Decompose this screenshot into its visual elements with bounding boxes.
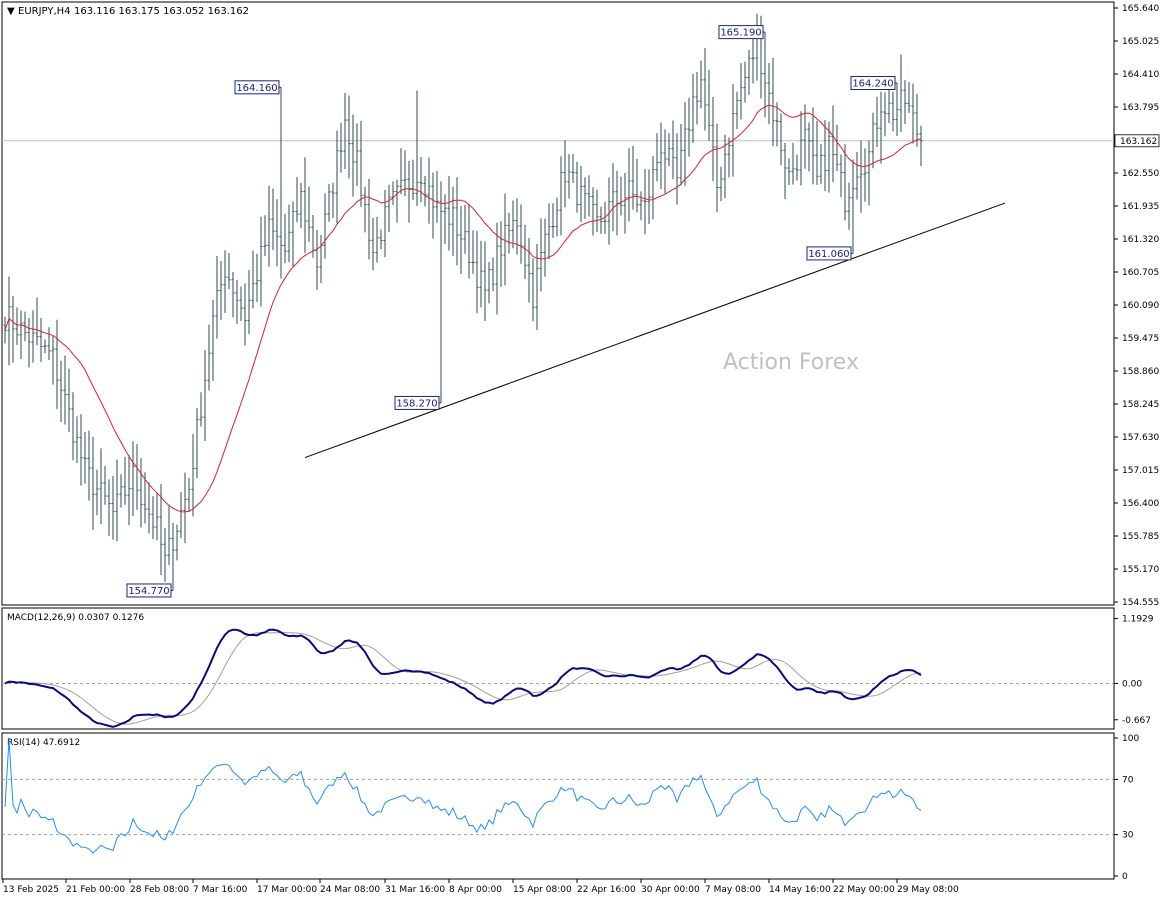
watermark: Action Forex	[723, 350, 859, 375]
time-tick-label: 28 Feb 08:00	[130, 885, 189, 895]
time-tick-label: 24 Mar 08:00	[320, 885, 380, 895]
macd-signal-line	[4, 632, 922, 725]
annotation-label: 164.240	[852, 79, 893, 90]
annotation-box	[394, 395, 440, 410]
price-tick-label: 157.015	[1122, 466, 1159, 476]
price-tick-label: 157.630	[1122, 433, 1159, 443]
time-tick-label: 13 Feb 2025	[3, 885, 59, 895]
price-axis: 165.640165.025164.410163.795163.180162.5…	[1114, 4, 1159, 608]
price-tick-label: 165.025	[1122, 37, 1159, 47]
annotation-label: 164.160	[236, 83, 277, 94]
rsi-tick-label: 30	[1122, 831, 1134, 841]
time-tick-label: 22 May 00:00	[833, 885, 895, 895]
time-tick-label: 29 May 08:00	[897, 885, 959, 895]
rsi-line	[4, 739, 922, 854]
time-tick-label: 30 Apr 00:00	[641, 885, 700, 895]
macd-indicator-label: MACD(12,26,9) 0.0307 0.1276	[7, 613, 144, 623]
rsi-tick-label: 70	[1122, 775, 1134, 785]
price-tick-label: 154.555	[1122, 598, 1159, 608]
time-tick-label: 15 Apr 08:00	[513, 885, 572, 895]
time-tick-label: 31 Mar 16:00	[385, 885, 445, 895]
rsi-panel	[1, 732, 1115, 880]
ohlc-values: 163.116 163.175 163.052 163.162	[74, 6, 249, 17]
price-bars	[3, 13, 923, 591]
macd-tick-label: -0.667	[1122, 716, 1151, 726]
price-tick-label: 162.550	[1122, 169, 1159, 179]
price-tick-label: 160.090	[1122, 301, 1159, 311]
annotation-box	[126, 583, 172, 598]
macd-tick-label: 1.1929	[1122, 615, 1154, 625]
price-annotations: 164.160 165.190 164.240 161.060 158.270 154.7…	[126, 25, 897, 598]
price-tick-label: 165.640	[1122, 4, 1159, 14]
price-tick-label: 164.410	[1122, 70, 1159, 80]
rsi-level-lines	[2, 778, 1114, 836]
annotation-label: 161.060	[808, 249, 849, 260]
time-tick-label: 17 Mar 00:00	[257, 885, 317, 895]
price-tick-label: 159.475	[1122, 334, 1159, 344]
price-tick-label: 158.245	[1122, 400, 1159, 410]
annotation-label: 158.270	[396, 398, 437, 409]
macd-tick-label: 0.00	[1122, 679, 1142, 689]
macd-panel	[1, 607, 1115, 730]
price-panel	[1, 1, 1115, 606]
annotation-box	[850, 76, 896, 91]
moving-average-line	[4, 104, 922, 513]
rsi-indicator-label: RSI(14) 47.6912	[7, 738, 80, 748]
macd-line	[4, 628, 922, 728]
time-axis: 13 Feb 2025 21 Feb 00:00 28 Feb 08:00 7 Mar…	[2, 879, 959, 895]
price-tick-label: 158.860	[1122, 367, 1159, 377]
price-tick-label: 161.320	[1122, 235, 1159, 245]
annotation-box	[806, 246, 852, 261]
price-tick-label: 160.705	[1122, 268, 1159, 278]
time-tick-label: 14 May 16:00	[769, 885, 831, 895]
rsi-tick-label: 100	[1122, 734, 1139, 744]
price-tick-label: 163.795	[1122, 103, 1159, 113]
rsi-axis: 100 70 30 0	[1114, 734, 1139, 882]
annotation-box	[718, 25, 764, 40]
annotation-label: 154.770	[128, 586, 169, 597]
price-tick-label: 155.170	[1122, 565, 1159, 575]
price-tick-label: 155.785	[1122, 532, 1159, 542]
time-tick-label: 22 Apr 16:00	[577, 885, 636, 895]
annotation-label: 165.190	[720, 28, 761, 39]
annotation-box	[234, 80, 280, 95]
symbol-dropdown-icon[interactable]: ▼	[7, 6, 15, 17]
price-tick-label: 161.935	[1122, 202, 1159, 212]
macd-axis: 1.1929 0.00 -0.667	[1114, 615, 1154, 726]
price-tick-label: 156.400	[1122, 499, 1159, 509]
time-tick-label: 21 Feb 00:00	[66, 885, 125, 895]
rsi-tick-label: 0	[1122, 872, 1128, 882]
symbol-timeframe-label: EURJPY,H4	[18, 6, 71, 17]
current-price-label: 163.162	[1120, 137, 1157, 147]
time-tick-label: 7 Mar 16:00	[193, 885, 248, 895]
time-tick-label: 8 Apr 00:00	[449, 885, 502, 895]
time-tick-label: 7 May 08:00	[705, 885, 761, 895]
current-price-tag: 163.162	[1114, 134, 1160, 148]
trendline	[304, 202, 1006, 459]
